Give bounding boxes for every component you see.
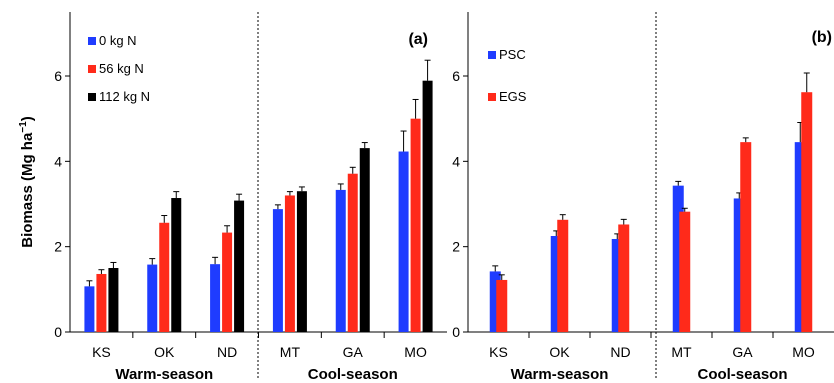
legend-label: 0 kg N [99, 33, 137, 48]
group-label-warm-season: Warm-season [115, 366, 213, 383]
group-label-cool-season: Cool-season [697, 366, 787, 383]
x-tick-label: MO [404, 344, 427, 360]
bar [496, 279, 508, 332]
x-tick-label: GA [343, 344, 364, 360]
bar [234, 200, 245, 332]
bar [96, 273, 107, 332]
legend-label: 56 kg N [99, 61, 144, 76]
bar [794, 142, 806, 332]
bar [422, 80, 433, 333]
bar [147, 264, 158, 332]
bar [410, 118, 421, 333]
x-tick-label: GA [732, 344, 753, 360]
legend-swatch [488, 51, 496, 59]
bar [672, 185, 684, 332]
bar [347, 173, 358, 332]
bar [222, 232, 233, 332]
y-tick-label: 2 [54, 239, 62, 255]
bar [550, 236, 562, 332]
bar [618, 224, 630, 332]
bar [398, 151, 409, 332]
x-tick-label: KS [489, 344, 508, 360]
bar [489, 271, 501, 332]
bar [335, 189, 346, 332]
y-tick-label: 0 [452, 324, 460, 340]
x-tick-label: ND [610, 344, 630, 360]
legend-swatch [88, 37, 96, 45]
y-tick-label: 4 [54, 153, 62, 169]
bar [284, 195, 295, 332]
bar [679, 211, 691, 332]
x-tick-label: ND [217, 344, 237, 360]
x-tick-label: OK [549, 344, 570, 360]
legend-label: 112 kg N [99, 89, 150, 104]
chart-panel-a: 0 2 4 6 KS OK ND MT GA MO Warm-season Cool-season (a… [54, 12, 447, 383]
y-axis-label: Biomass (Mg ha−1) [18, 116, 36, 247]
legend-label: PSC [499, 47, 526, 62]
bar [272, 209, 283, 332]
x-tick-label: MT [671, 344, 692, 360]
bar [359, 148, 370, 332]
bar [210, 264, 221, 332]
legend-swatch [88, 65, 96, 73]
bar [611, 238, 623, 332]
bar [557, 219, 569, 332]
x-tick-label: MT [280, 344, 301, 360]
bar [801, 92, 813, 332]
x-tick-label: OK [154, 344, 175, 360]
group-label-cool-season: Cool-season [308, 366, 398, 383]
bar [159, 222, 170, 332]
panel-label: (b) [812, 29, 832, 46]
bar [296, 191, 307, 332]
legend-swatch [88, 93, 96, 101]
y-axis-label-superscript: −1 [18, 121, 29, 133]
group-label-warm-season: Warm-season [511, 366, 609, 383]
bar [733, 198, 745, 332]
y-tick-label: 6 [452, 68, 460, 84]
bar [84, 286, 95, 332]
bar [740, 142, 752, 332]
bar [108, 268, 119, 332]
bar [171, 198, 182, 332]
y-tick-label: 2 [452, 239, 460, 255]
y-axis-label-close: ) [19, 116, 36, 121]
y-tick-label: 0 [54, 324, 62, 340]
panel-label: (a) [408, 31, 428, 48]
y-tick-label: 6 [54, 68, 62, 84]
x-tick-label: KS [92, 344, 111, 360]
chart-panel-b: 0 2 4 6 KS OK ND MT GA MO Warm-season Cool-season (b… [452, 12, 834, 383]
y-tick-label: 4 [452, 153, 460, 169]
legend-label: EGS [499, 89, 527, 104]
legend-swatch [488, 93, 496, 101]
x-tick-label: MO [792, 344, 815, 360]
